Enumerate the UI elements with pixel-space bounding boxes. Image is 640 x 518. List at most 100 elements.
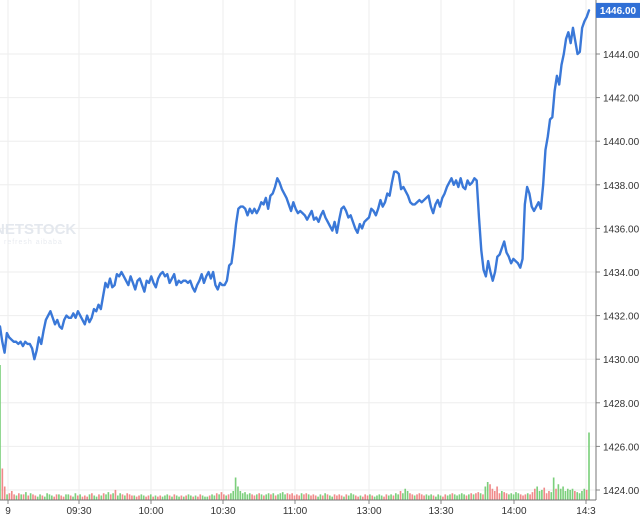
volume-bar (574, 491, 576, 500)
volume-bar (25, 492, 27, 501)
y-tick-label: 1426.00 (603, 442, 640, 453)
volume-bar (288, 494, 291, 501)
volume-bar (135, 496, 138, 501)
volume-bar (126, 493, 129, 500)
volume-bar (109, 494, 112, 501)
volume-bar (578, 493, 581, 500)
volume-bar (199, 494, 202, 501)
volume-bar (581, 491, 583, 500)
x-tick-label: 14:3 (576, 506, 596, 517)
volume-bar (263, 495, 265, 500)
volume-bar (336, 495, 338, 500)
volume-bar (218, 494, 220, 501)
volume-bar (359, 495, 362, 500)
volume-bar (404, 488, 407, 500)
volume-bar (524, 494, 527, 501)
volume-bar (20, 494, 23, 501)
volume-bar (168, 495, 171, 500)
volume-bar (444, 494, 447, 501)
volume-bar (555, 488, 557, 500)
volume-bar (526, 493, 529, 500)
volume-bar (458, 494, 461, 501)
volume-bar (380, 495, 383, 500)
volume-bar (286, 493, 289, 500)
volume-bar (244, 492, 246, 501)
volume-bar (237, 486, 239, 500)
watermark-logo: NETSTOCK refresh aibaba (0, 221, 76, 246)
volume-bar (121, 494, 124, 501)
volume-bar (451, 493, 454, 500)
volume-bar (223, 494, 225, 501)
volume-bar (333, 494, 336, 501)
volume-bar (501, 491, 503, 500)
volume-bar (364, 494, 366, 501)
volume-bar (58, 494, 60, 501)
grid-lines (0, 0, 596, 500)
volume-bar (310, 495, 312, 500)
volume-bar (430, 494, 432, 501)
volume-bar (373, 496, 376, 501)
volume-bar (246, 494, 249, 501)
volume-bar (27, 495, 30, 500)
volume-bar (541, 489, 543, 501)
volume-bar (519, 494, 522, 501)
x-axis-tick-labels: 9 09:30 10:00 10:30 11:00 13:00 13:30 14:00 14:3 (5, 506, 596, 517)
volume-bar (376, 495, 378, 500)
volume-bar (385, 494, 388, 501)
volume-bar (124, 495, 126, 500)
y-tick-label: 1436.00 (603, 224, 640, 235)
volume-bar (211, 494, 213, 501)
volume-bar (362, 496, 364, 501)
volume-bar (411, 494, 414, 501)
volume-bar (566, 488, 569, 500)
last-price-badge-bg (596, 2, 640, 18)
volume-bar (204, 496, 206, 501)
volume-bar (180, 495, 183, 500)
x-tick-label: 9 (5, 506, 11, 517)
volume-bar (55, 494, 58, 501)
volume-bar (298, 495, 301, 500)
volume-bar (251, 494, 253, 501)
y-tick-label: 1440.00 (603, 137, 640, 148)
volume-bar (18, 493, 20, 500)
volume-bar (258, 493, 260, 500)
volume-bar (149, 494, 152, 501)
volume-bar (463, 494, 465, 501)
volume-bar (305, 493, 308, 500)
volume-bar (69, 495, 72, 500)
volume-bar (220, 492, 223, 501)
x-tick-label: 13:00 (356, 506, 381, 517)
volume-bar (29, 493, 32, 500)
volume-bar (105, 494, 107, 501)
volume-bar (347, 495, 350, 500)
volume-bar (357, 496, 359, 501)
volume-bar (272, 493, 275, 500)
volume-bar (190, 495, 192, 500)
volume-bar (350, 493, 352, 500)
volume-bar (508, 494, 510, 501)
volume-bar (446, 495, 449, 500)
volume-bar (343, 496, 345, 501)
volume-bar (239, 491, 242, 500)
volume-bar (201, 495, 204, 500)
volume-bar (112, 493, 114, 500)
volume-bar (533, 488, 536, 500)
volume-bar (67, 494, 70, 501)
volume-bar (147, 495, 150, 500)
volume-bar (340, 495, 343, 500)
volume-bar (131, 495, 133, 500)
volume-bar (88, 494, 91, 501)
volume-bar (171, 496, 173, 501)
volume-bar (402, 493, 404, 500)
volume-bar (505, 493, 508, 500)
volume-bar (496, 486, 498, 500)
x-tick-label: 13:30 (428, 506, 453, 517)
volume-bar (300, 493, 303, 500)
volume-bar (307, 494, 310, 501)
volume-bar (267, 493, 270, 500)
volume-bar (65, 494, 67, 501)
volume-bar (32, 494, 34, 501)
volume-bar (284, 494, 286, 501)
volume-bar (378, 494, 381, 501)
volume-bar (562, 486, 564, 500)
